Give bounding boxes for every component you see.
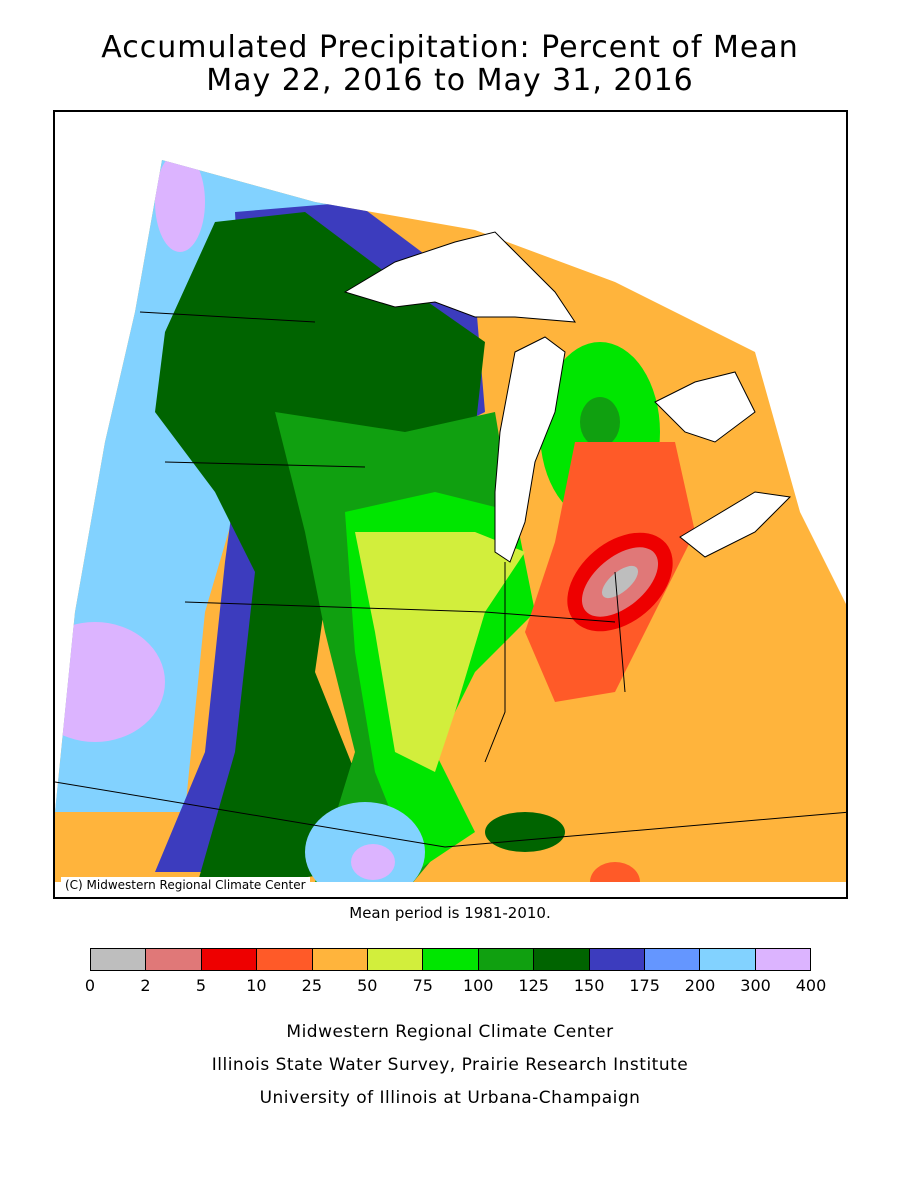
state-borders (55, 311, 846, 848)
lake-superior (343, 231, 576, 323)
field-0-2 (601, 565, 639, 599)
legend-tick-label: 400 (795, 976, 827, 995)
precipitation-map: (C) Midwestern Regional Climate Center (53, 110, 848, 899)
legend-tick-label: 150 (573, 976, 605, 995)
legend-tick-label: 125 (518, 976, 549, 995)
legend-tick-label: 300 (740, 976, 771, 995)
credit-line-2: Illinois State Water Survey, Prairie Res… (211, 1055, 689, 1075)
map-title: Accumulated Precipitation: Percent of Me… (101, 30, 799, 65)
legend-swatch (91, 949, 147, 970)
field-50-75 (355, 532, 525, 772)
legend-swatch (146, 949, 202, 970)
map-copyright: (C) Midwestern Regional Climate Center (61, 877, 310, 893)
color-legend (90, 948, 811, 971)
legend-tick-label: 50 (357, 976, 378, 995)
lake-erie (679, 491, 792, 558)
legend-swatch (423, 949, 479, 970)
legend-tick-label: 2 (140, 976, 151, 995)
map-canvas (55, 160, 846, 882)
lake-huron (654, 371, 756, 443)
legend-tick-label: 200 (684, 976, 716, 995)
legend-swatch (257, 949, 313, 970)
legend-tick-label: 10 (246, 976, 267, 995)
legend-swatch (755, 949, 811, 970)
great-lakes (343, 231, 792, 563)
credit-line-3: University of Illinois at Urbana-Champai… (259, 1088, 641, 1108)
legend-ticks: 0 2 5 10 25 50 75 100 125 150 175 200 300 400 (85, 976, 826, 1000)
legend-swatch (312, 949, 368, 970)
legend-swatch (201, 949, 258, 970)
legend-swatch (644, 949, 701, 970)
legend-swatch (534, 949, 590, 970)
date-range: May 22, 2016 to May 31, 2016 (206, 63, 694, 98)
legend-tick-label: 25 (301, 976, 323, 995)
lake-michigan (494, 336, 566, 563)
mean-period-note: Mean period is 1981-2010. (349, 904, 551, 922)
legend-tick-label: 0 (84, 976, 96, 995)
legend-swatch (589, 949, 645, 970)
legend-tick-label: 75 (412, 976, 433, 995)
precipitation-fields (55, 160, 846, 882)
legend-swatch (700, 949, 756, 970)
legend-tick-label: 5 (195, 976, 207, 995)
legend-tick-label: 100 (462, 976, 494, 995)
legend-swatch (478, 949, 535, 970)
legend-tick-label: 175 (629, 976, 660, 995)
credit-line-1: Midwestern Regional Climate Center (286, 1022, 614, 1042)
legend-swatch (367, 949, 424, 970)
